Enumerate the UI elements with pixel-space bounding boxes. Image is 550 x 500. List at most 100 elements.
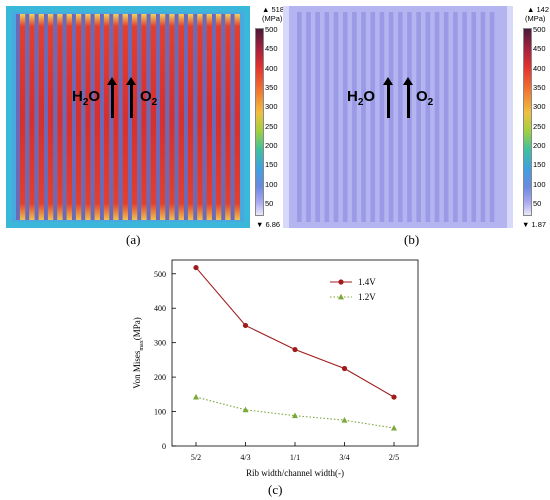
legend-label: 1.2V [358, 292, 376, 302]
data-point [341, 365, 348, 372]
legend-label: 1.4V [358, 277, 376, 287]
y-tick-label: 500 [154, 270, 166, 279]
colorbar-tick-label: 450 [265, 44, 278, 54]
stress-stripe [370, 12, 376, 222]
stress-stripe [379, 12, 385, 222]
chart-axes: 0 100 200 300 400 500 5/2 4/3 1/1 3/4 2/5 Rib width… [132, 259, 419, 478]
x-tick-label: 1/1 [290, 453, 300, 462]
data-point [292, 412, 298, 419]
colorbar-tick-label: 250 [265, 121, 278, 131]
channel-stripe [57, 14, 63, 220]
rib-stripe [90, 14, 95, 220]
x-tick-label: 2/5 [389, 453, 399, 462]
stress-stripe [434, 12, 440, 222]
rib-stripe [100, 14, 104, 220]
colorbar-max-b: ▲ 142 [527, 5, 550, 14]
colorbar-min-b: ▼ 1.87 [522, 220, 547, 229]
stress-stripe [324, 12, 330, 222]
data-point [193, 393, 199, 400]
data-point [391, 394, 397, 400]
colorbar-tick-label: 450 [533, 44, 546, 54]
colorbar-tick-label: 350 [533, 83, 546, 92]
channel-stripe [225, 14, 231, 220]
stress-stripe [471, 12, 477, 222]
rib-stripe [16, 14, 20, 220]
stress-stripe [462, 12, 467, 222]
von-mises-chart: 0 100 200 300 400 500 5/2 4/3 1/1 3/4 2/5 Rib width… [132, 259, 419, 478]
plot-frame [171, 259, 419, 447]
channel-stripe [141, 14, 147, 220]
rib-stripe [156, 14, 160, 220]
panel-label-a: (a) [126, 232, 141, 247]
channel-stripe [75, 14, 82, 220]
y-tick-label: 200 [154, 373, 166, 382]
colorbar-tick-label: 300 [533, 102, 546, 112]
chart-legend: 1.4V 1.2V [330, 277, 376, 302]
stress-stripe [489, 12, 495, 222]
stress-stripe [453, 12, 458, 222]
colorbar-tick-label: 400 [265, 63, 278, 73]
rib-stripe [146, 14, 151, 220]
stress-stripe [480, 12, 486, 222]
y-tick-label: 300 [154, 339, 166, 348]
stress-stripe [342, 12, 348, 222]
x-tick-label: 3/4 [339, 453, 349, 462]
stress-contour-b [283, 6, 543, 228]
channel-stripe [66, 14, 72, 220]
colorbar-tick-label: 500 [533, 25, 546, 34]
arrow-up-icon [107, 77, 117, 118]
rib-stripe [118, 14, 123, 220]
x-axis-label: Rib width/channel width(-) [246, 468, 344, 478]
contour-edge [283, 6, 289, 228]
panel-label-b: (b) [404, 232, 420, 247]
colorbar-tick-label: 150 [533, 160, 546, 170]
rib-stripe [25, 14, 30, 220]
rib-stripe [137, 14, 142, 220]
channel-stripe [19, 14, 26, 220]
colorbar-a [255, 28, 264, 216]
stress-stripe [306, 12, 311, 222]
data-point [193, 264, 199, 271]
channel-stripe [38, 14, 44, 220]
channel-stripe [103, 14, 110, 220]
colorbar-tick-label: 300 [265, 102, 278, 112]
series-line-1.4V [195, 267, 395, 398]
rib-stripe [202, 14, 207, 220]
channel-stripe [29, 14, 35, 220]
arrow-up-icon [403, 77, 413, 118]
stress-stripe [297, 12, 302, 222]
channel-stripe [169, 14, 175, 220]
stress-stripe [443, 12, 449, 222]
channel-stripe [122, 14, 128, 220]
channel-stripe [178, 14, 184, 220]
o2-label-b: O2 [416, 88, 434, 108]
rib-stripe [62, 14, 67, 220]
channel-stripe [47, 14, 54, 220]
colorbar-tick-label: 500 [265, 25, 278, 34]
rib-stripe [165, 14, 170, 220]
rib-stripe [230, 14, 235, 220]
colorbar-tick-label: 100 [533, 179, 546, 189]
colorbar-unit-a: (MPa) [262, 14, 283, 23]
channel-stripe [187, 14, 194, 220]
colorbar-tick-label: 250 [533, 121, 546, 131]
stress-stripe [388, 12, 394, 222]
rib-stripe [221, 14, 226, 220]
stress-stripe [425, 12, 431, 222]
colorbar-unit-b: (MPa) [525, 14, 546, 23]
channel-stripe [113, 14, 119, 220]
y-tick-label: 0 [162, 442, 166, 451]
channel-stripe [150, 14, 156, 220]
panel-label-c: (c) [268, 482, 283, 497]
contour-edge [507, 6, 513, 228]
stress-stripe [361, 12, 366, 222]
data-point [341, 416, 348, 423]
channel-stripe [197, 14, 203, 220]
channel-stripe [206, 14, 212, 220]
channel-stripe [159, 14, 166, 220]
data-point [242, 322, 249, 329]
stress-stripe [315, 12, 320, 222]
rib-stripe [81, 14, 86, 220]
colorbar-tick-label: 100 [265, 179, 278, 189]
h2o-label-a: H2O [72, 88, 101, 108]
